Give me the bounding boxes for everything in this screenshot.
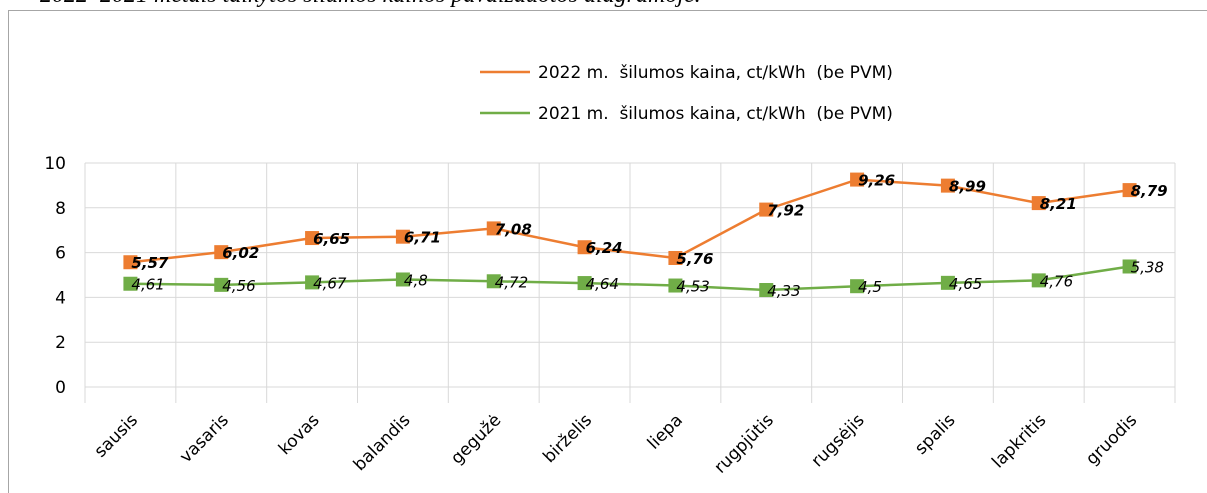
x-tick-label: lapkritis [988, 410, 1050, 472]
data-label: 5,57 [131, 254, 169, 272]
marker [305, 275, 320, 290]
data-label: 8,99 [949, 178, 986, 196]
x-tick-label: kovas [275, 410, 324, 459]
marker [123, 276, 138, 291]
marker [759, 283, 774, 298]
x-tick-label: gegužė [447, 410, 505, 468]
y-tick-label: 4 [55, 288, 66, 308]
x-tick-label: gruodis [1082, 410, 1141, 469]
marker [850, 279, 865, 294]
data-label: 6,71 [404, 229, 441, 247]
chart-frame [8, 10, 1207, 493]
y-tick-label: 0 [55, 378, 66, 398]
data-label: 7,92 [767, 202, 804, 220]
x-tick-label: birželis [539, 410, 596, 467]
data-label: 4,5 [858, 278, 882, 296]
marker [940, 275, 955, 290]
data-label: 8,21 [1040, 195, 1077, 213]
legend-label: 2022 m. šilumos kaina, ct/kWh (be PVM) [538, 63, 893, 83]
data-label: 6,65 [313, 230, 350, 248]
marker [1122, 259, 1137, 274]
series-line [130, 178, 1130, 264]
data-label: 4,67 [313, 274, 347, 292]
data-label: 8,79 [1131, 182, 1168, 200]
data-label: 5,76 [676, 250, 713, 268]
marker [668, 278, 683, 293]
y-tick-label: 8 [55, 199, 66, 219]
marker [486, 221, 501, 236]
marker [123, 255, 138, 270]
data-label: 4,64 [586, 275, 619, 293]
caption: 2022–2021 metais taikytos šilumos kainos… [40, 0, 701, 8]
x-tick-label: balandis [350, 410, 415, 475]
data-label: 4,33 [767, 282, 800, 300]
y-tick-label: 6 [55, 244, 66, 264]
data-label: 6,24 [586, 239, 623, 257]
marker [395, 272, 410, 287]
marker [1122, 183, 1137, 198]
marker [305, 231, 320, 246]
marker [577, 276, 592, 291]
marker [395, 229, 410, 244]
data-label: 4,72 [495, 273, 528, 291]
x-tick-label: vasaris [176, 410, 233, 467]
data-label: 4,8 [404, 271, 428, 289]
data-label: 4,65 [949, 275, 982, 293]
marker [668, 250, 683, 265]
marker [214, 277, 229, 292]
data-label: 7,08 [495, 220, 532, 238]
data-label: 4,61 [131, 276, 164, 294]
data-label: 4,53 [676, 278, 709, 296]
data-label: 5,38 [1131, 258, 1164, 276]
y-tick-label: 10 [44, 154, 66, 174]
x-tick-label: spalis [911, 410, 959, 458]
x-tick-label: liepa [644, 410, 687, 453]
data-label: 4,76 [1040, 272, 1073, 290]
legend-label: 2021 m. šilumos kaina, ct/kWh (be PVM) [538, 104, 893, 124]
marker [850, 172, 865, 187]
data-label: 6,02 [222, 244, 259, 262]
marker [486, 274, 501, 289]
x-tick-label: rugpjūtis [711, 410, 778, 477]
marker [1031, 273, 1046, 288]
x-tick-label: rugsėjis [808, 410, 869, 471]
data-label: 4,56 [222, 277, 255, 295]
marker [214, 245, 229, 260]
y-tick-label: 2 [55, 333, 66, 353]
marker [1031, 196, 1046, 211]
marker [759, 202, 774, 217]
data-label: 9,26 [858, 172, 895, 190]
marker [577, 240, 592, 255]
marker [940, 178, 955, 193]
x-tick-label: sausis [91, 410, 142, 461]
series-line [130, 265, 1130, 292]
